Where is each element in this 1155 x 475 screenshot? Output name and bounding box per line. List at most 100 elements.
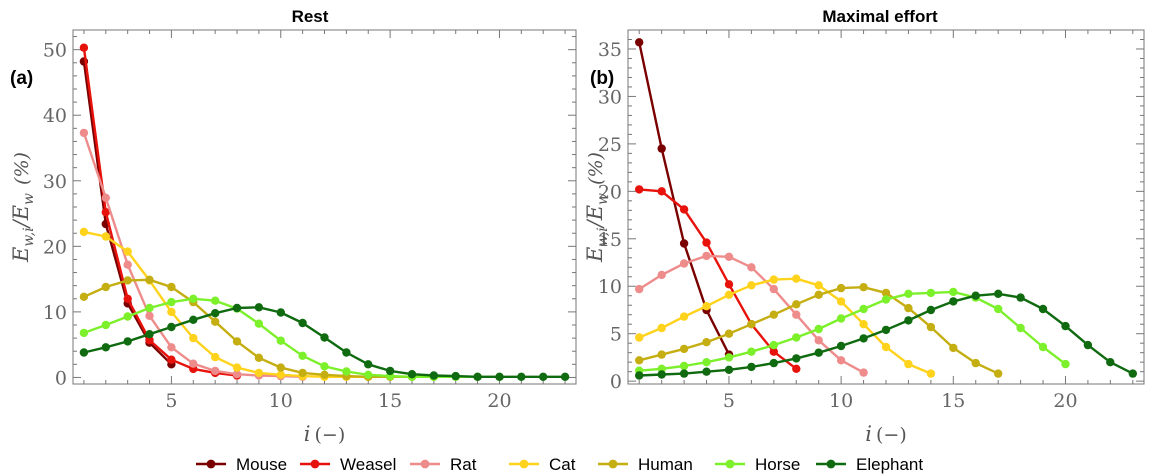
data-point-elephant <box>994 289 1003 298</box>
data-point-weasel <box>702 238 711 247</box>
legend-label: Rat <box>450 455 477 474</box>
data-point-rat <box>211 366 220 376</box>
data-point-elephant <box>836 341 846 351</box>
data-point-elephant <box>1128 369 1138 378</box>
data-point-rat <box>657 270 666 280</box>
panel-rest: 5 10 15 20 0 10 20 30 40 50 Rest (a) i (−) Ew,i/Ew(%) <box>9 7 577 446</box>
data-point-human <box>926 322 936 332</box>
data-point-cat <box>167 307 176 317</box>
data-point-weasel <box>145 335 154 345</box>
data-point-cat <box>769 275 778 284</box>
legend-swatch-marker <box>826 459 836 469</box>
data-point-rat <box>747 263 756 272</box>
data-point-cat <box>747 281 756 290</box>
data-point-weasel <box>79 43 89 52</box>
legend-swatch-marker <box>725 459 735 469</box>
data-point-elephant <box>167 322 176 332</box>
legend: Mouse Weasel Rat Cat Human Horse Elephant <box>196 455 923 474</box>
data-point-elephant <box>859 334 868 343</box>
data-point-human <box>747 320 756 329</box>
data-point-elephant <box>926 305 936 315</box>
data-point-rat <box>679 259 689 268</box>
data-point-horse <box>189 294 198 303</box>
data-point-horse <box>123 312 132 321</box>
data-point-horse <box>949 287 958 297</box>
data-point-rat <box>79 128 89 138</box>
data-point-weasel <box>769 347 778 356</box>
data-point-elephant <box>276 308 285 317</box>
series-horse <box>635 287 1070 375</box>
data-point-elephant <box>189 315 198 324</box>
legend-label: Horse <box>755 455 800 474</box>
x-tick-label: 10 <box>829 390 853 412</box>
data-point-elephant <box>1061 321 1070 331</box>
x-tick-label: 10 <box>269 390 293 412</box>
data-point-rat <box>724 252 734 261</box>
x-tick-label: 20 <box>487 390 511 412</box>
data-point-horse <box>167 297 176 307</box>
data-point-human <box>904 303 913 313</box>
legend-entry-elephant: Elephant <box>816 455 923 474</box>
x-tick-label: 20 <box>1053 390 1077 412</box>
data-point-cat <box>211 352 220 362</box>
series-rat <box>635 251 868 377</box>
data-point-elephant <box>792 354 801 363</box>
data-point-horse <box>679 361 689 371</box>
y-tick-label: 5 <box>610 324 622 346</box>
x-axis-label: i (−) <box>304 422 345 446</box>
data-point-human <box>211 317 220 326</box>
data-point-elephant <box>747 362 756 372</box>
data-point-cat <box>657 323 666 333</box>
data-point-cat <box>635 333 644 342</box>
data-point-cat <box>79 227 89 237</box>
legend-entry-rat: Rat <box>410 455 477 474</box>
data-point-horse <box>724 353 734 362</box>
data-point-weasel <box>635 185 644 194</box>
legend-entry-horse: Horse <box>715 455 800 474</box>
data-point-elephant <box>385 366 395 376</box>
data-point-human <box>814 290 823 299</box>
data-point-rat <box>836 356 846 365</box>
data-point-horse <box>211 296 220 305</box>
data-point-cat <box>679 312 689 321</box>
data-point-horse <box>364 370 373 379</box>
data-point-elephant <box>769 358 778 368</box>
x-tick-label: 15 <box>941 390 965 412</box>
y-tick-label: 30 <box>43 171 67 193</box>
y-tick-label: 50 <box>43 40 67 62</box>
data-point-human <box>769 310 778 319</box>
data-point-elephant <box>1106 358 1115 367</box>
data-point-horse <box>702 358 711 367</box>
data-point-human <box>859 283 868 292</box>
data-point-rat <box>167 343 176 352</box>
data-point-elephant <box>539 372 548 381</box>
series-line-human <box>83 278 434 378</box>
data-point-horse <box>1061 359 1070 369</box>
data-point-rat <box>702 251 711 261</box>
data-point-cat <box>189 333 198 343</box>
data-point-elephant <box>971 291 980 300</box>
legend-entry-mouse: Mouse <box>196 455 287 474</box>
data-point-elephant <box>702 367 711 376</box>
data-point-elephant <box>949 297 958 306</box>
series-human <box>79 275 438 381</box>
y-tick-label: 20 <box>598 181 622 203</box>
data-point-cat <box>276 370 285 379</box>
data-point-horse <box>769 340 778 350</box>
legend-label: Mouse <box>236 455 287 474</box>
data-point-cat <box>881 342 891 352</box>
y-tick-label: 35 <box>598 39 622 61</box>
data-point-cat <box>254 368 264 378</box>
data-point-horse <box>926 288 936 298</box>
legend-label: Cat <box>549 455 576 474</box>
data-point-elephant <box>101 343 111 352</box>
series-mouse <box>635 38 734 359</box>
data-point-elephant <box>881 325 891 335</box>
data-point-human <box>145 275 154 284</box>
y-tick-label: 40 <box>43 105 67 127</box>
data-point-mouse <box>679 239 689 248</box>
data-point-cat <box>232 363 242 372</box>
legend-swatch-marker <box>206 459 216 469</box>
series-cat <box>635 274 936 378</box>
